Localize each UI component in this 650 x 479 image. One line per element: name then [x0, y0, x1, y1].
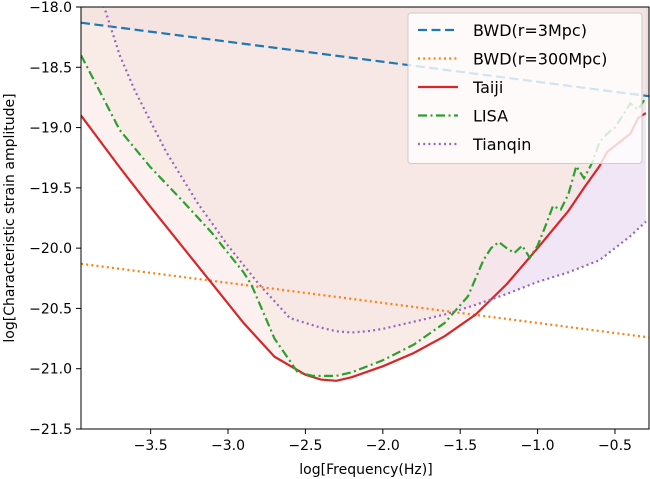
x-tick-label: −3.0: [211, 438, 245, 454]
legend-label-1: BWD(r=300Mpc): [473, 50, 607, 69]
x-tick-label: −2.5: [288, 438, 322, 454]
x-tick-label: −1.5: [443, 438, 477, 454]
y-tick-label: −20.5: [29, 301, 72, 317]
series-line-4: [102, 7, 647, 334]
y-axis: −18.0 −18.5 −19.0 −19.5 −20.0 −20.5 −21.0 −21.5: [29, 0, 81, 438]
y-tick-label: −20.0: [29, 241, 72, 257]
legend-label-3: LISA: [473, 107, 508, 126]
plot-frame: [80, 6, 650, 430]
x-tick-label: −0.5: [598, 438, 632, 454]
y-tick-label: −19.0: [29, 121, 72, 137]
x-tick-label: −2.0: [366, 438, 400, 454]
y-tick-label: −18.5: [29, 60, 72, 76]
legend-frame: [407, 12, 643, 164]
y-tick-label: −18.0: [29, 0, 72, 16]
y-tick-label: −19.5: [29, 181, 72, 197]
x-axis-label: log[Frequency(Hz)]: [299, 462, 432, 478]
y-tick-label: −21.0: [29, 362, 72, 378]
legend: BWD(r=3Mpc) BWD(r=300Mpc) Taiji LISA Tianqin: [407, 12, 643, 164]
x-tick-label: −3.5: [134, 438, 168, 454]
legend-label-2: Taiji: [472, 78, 503, 97]
legend-label-4: Tianqin: [472, 135, 531, 154]
x-axis: −3.5 −3.0 −2.5 −2.0 −1.5 −1.0 −0.5: [134, 429, 632, 454]
y-axis-label: log[Characteristic strain amplitude]: [2, 93, 18, 342]
legend-label-0: BWD(r=3Mpc): [473, 21, 587, 40]
y-tick-label: −21.5: [29, 422, 72, 438]
x-tick-label: −1.0: [521, 438, 555, 454]
series-line-1: [81, 262, 649, 339]
